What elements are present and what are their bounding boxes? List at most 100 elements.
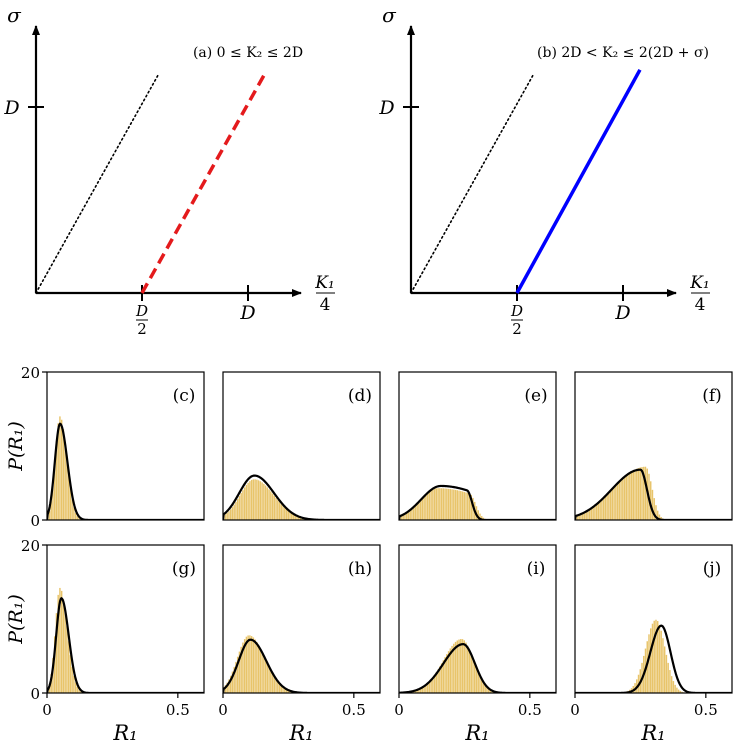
panel-annotation: (a) 0 ≤ K₂ ≤ 2D bbox=[193, 45, 303, 61]
panel-label: (f) bbox=[702, 386, 722, 406]
histogram-bar bbox=[296, 516, 298, 520]
histogram-bar bbox=[474, 663, 476, 693]
histogram-bar bbox=[465, 642, 467, 693]
x-tick-label: 0.5 bbox=[166, 701, 190, 719]
histogram-bar bbox=[416, 503, 418, 520]
histogram-bar bbox=[245, 484, 248, 520]
histogram-bar bbox=[247, 482, 249, 520]
histogram-bar bbox=[257, 480, 260, 520]
histogram-bar bbox=[650, 481, 652, 520]
histogram-bar bbox=[423, 496, 425, 520]
histogram-bar bbox=[608, 493, 610, 520]
histogram-bar bbox=[240, 646, 242, 693]
y-tick-label: 0 bbox=[30, 685, 40, 703]
histogram-bar bbox=[597, 502, 600, 520]
y-axis-label: P(R₁) bbox=[5, 421, 27, 472]
x-axis-label: R₁ bbox=[112, 721, 137, 745]
histogram-bar bbox=[236, 656, 239, 693]
histogram-bar bbox=[590, 507, 593, 520]
histogram-bar bbox=[78, 689, 80, 693]
histogram-bar bbox=[430, 679, 432, 693]
histogram-bar bbox=[285, 689, 288, 693]
histogram-bar bbox=[250, 636, 253, 693]
histogram-bar bbox=[672, 681, 675, 693]
x-tick-label: D bbox=[239, 302, 255, 324]
dashed-boundary-line bbox=[140, 72, 267, 294]
y-tick-label: D bbox=[3, 97, 19, 119]
histogram-bar bbox=[595, 504, 598, 520]
dist-panel-e: (e) bbox=[398, 371, 557, 521]
histogram-bar bbox=[71, 666, 73, 693]
histogram-bar bbox=[609, 491, 612, 520]
x-axis-label: R₁ bbox=[640, 721, 665, 745]
histogram-bar bbox=[287, 510, 289, 520]
histogram-bar bbox=[454, 489, 457, 520]
histogram-bar bbox=[440, 663, 443, 693]
histogram-bar bbox=[224, 514, 227, 520]
histogram-bar bbox=[468, 649, 471, 693]
histogram-bar bbox=[268, 489, 270, 520]
histogram-bar bbox=[282, 506, 284, 520]
histogram-bar bbox=[435, 488, 438, 520]
histogram-bar bbox=[641, 467, 643, 520]
histogram-bar bbox=[653, 498, 655, 520]
histogram-bar bbox=[421, 497, 424, 520]
x-axis-label-denominator: 4 bbox=[320, 295, 331, 315]
dist-panel-d: (d) bbox=[222, 371, 381, 521]
histogram-bar bbox=[430, 490, 432, 520]
histogram-bar bbox=[414, 690, 417, 693]
histogram-bar bbox=[285, 509, 288, 520]
histogram-bar bbox=[592, 506, 594, 520]
histogram-bar bbox=[261, 652, 263, 693]
histogram-bar bbox=[655, 619, 657, 693]
histogram-bar bbox=[228, 679, 230, 693]
histogram-bar bbox=[280, 504, 283, 520]
dotted-line bbox=[410, 72, 535, 294]
histogram-bar bbox=[451, 645, 453, 693]
histogram-bar bbox=[228, 511, 230, 520]
histogram-bar bbox=[52, 485, 54, 520]
histogram-bar bbox=[581, 512, 584, 520]
histogram-bar bbox=[271, 674, 274, 693]
histogram-bar bbox=[414, 505, 417, 520]
histogram-bar bbox=[73, 507, 75, 520]
histogram-bar bbox=[656, 510, 659, 520]
histogram-bar bbox=[250, 479, 253, 520]
histogram-bar bbox=[465, 492, 467, 520]
histogram-bar bbox=[62, 429, 65, 520]
histogram-bar bbox=[405, 512, 408, 520]
histogram-bar bbox=[447, 488, 450, 520]
histogram-bar bbox=[447, 651, 450, 693]
histogram-bar bbox=[648, 634, 650, 693]
histogram-bar bbox=[655, 505, 657, 520]
histogram-bar bbox=[632, 470, 635, 520]
histogram-bar bbox=[277, 500, 279, 520]
fit-curve bbox=[223, 474, 380, 520]
x-axis-label-numerator: K₁ bbox=[689, 273, 710, 293]
y-axis-label: σ bbox=[382, 3, 397, 27]
histogram-bar bbox=[74, 682, 77, 693]
histogram-bar bbox=[284, 688, 286, 693]
histogram bbox=[223, 635, 300, 693]
histogram-bar bbox=[238, 651, 241, 693]
histogram bbox=[223, 479, 314, 520]
histogram-bar bbox=[240, 493, 242, 520]
histogram-bar bbox=[656, 621, 659, 693]
x-tick-label: 0 bbox=[570, 701, 580, 719]
histogram-bar bbox=[480, 680, 483, 693]
histogram-bar bbox=[256, 642, 258, 693]
histogram-bar bbox=[484, 685, 486, 693]
histogram-bar bbox=[247, 635, 249, 693]
histogram-bar bbox=[426, 683, 429, 693]
histogram-bar bbox=[273, 495, 276, 520]
histogram-bar bbox=[273, 677, 276, 693]
histogram-bar bbox=[242, 642, 244, 693]
histogram-bar bbox=[69, 488, 72, 520]
histogram-bar bbox=[587, 510, 589, 520]
histogram-bar bbox=[67, 474, 70, 520]
dotted-line bbox=[35, 72, 160, 294]
y-axis-label: P(R₁) bbox=[5, 594, 27, 645]
histogram-bar bbox=[257, 645, 260, 693]
